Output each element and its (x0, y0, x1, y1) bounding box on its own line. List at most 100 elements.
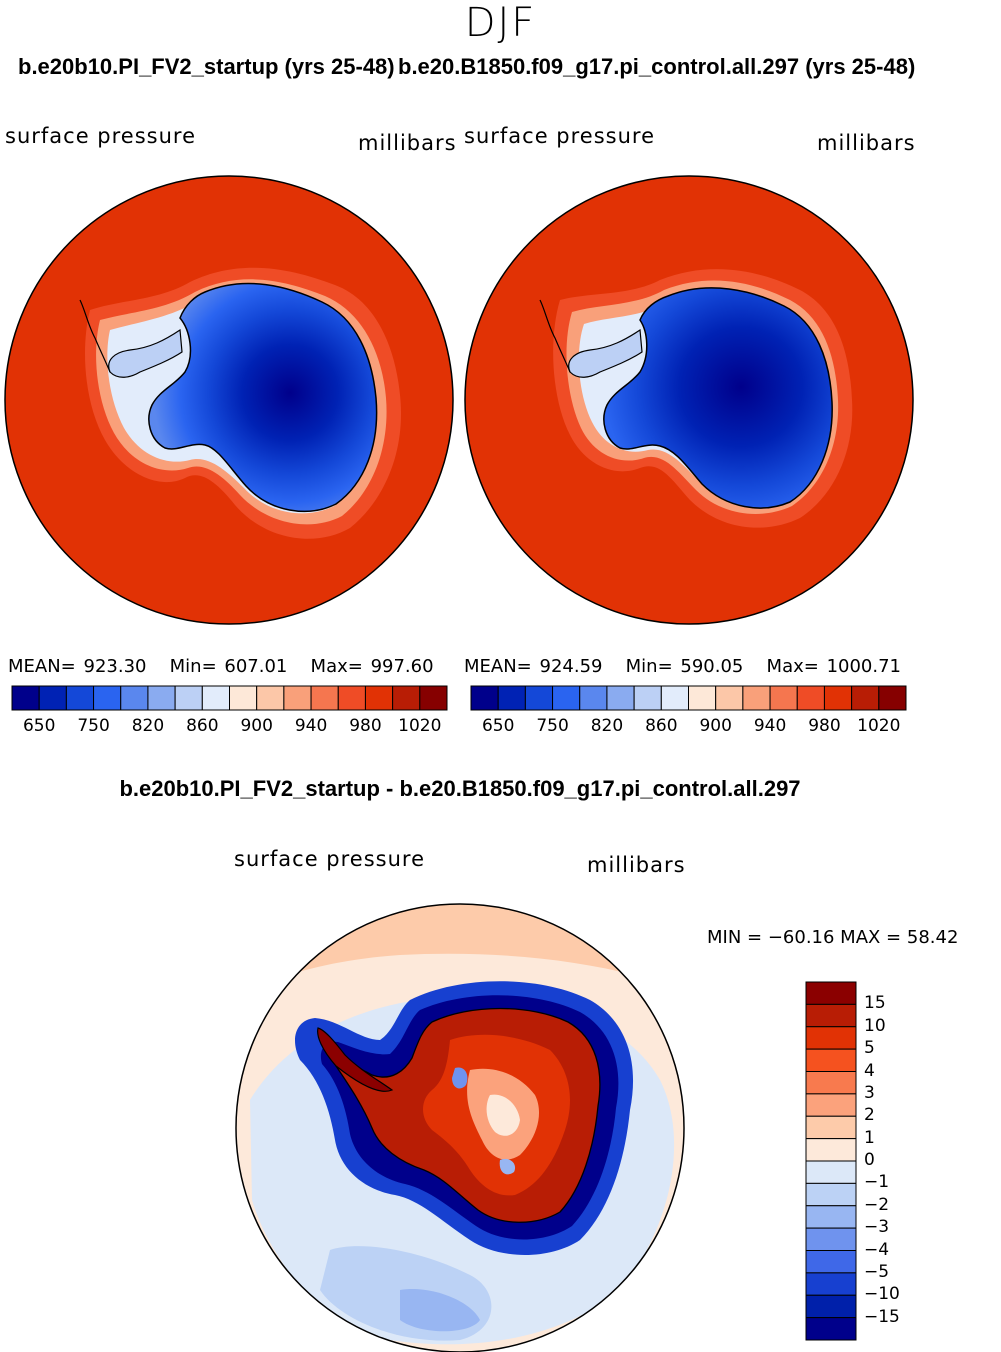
panel2-colorbar-tick-label: 860 (645, 716, 678, 736)
panel1-units-label: millibars (358, 131, 457, 155)
panel2-mean: MEAN= 924.59 (464, 656, 603, 677)
panel2-colorbar-tick-label: 820 (590, 716, 624, 736)
panel1-colorbar-swatch (174, 685, 203, 711)
panel1-antarctica (148, 282, 378, 513)
diff-colorbar-swatch (805, 1048, 857, 1072)
panel1-colorbar-tick-label: 820 (131, 716, 165, 736)
diff-colorbar-tick-label: −3 (864, 1217, 890, 1238)
diff-colorbar-tick-label: −4 (864, 1239, 890, 1260)
panel2-map (464, 175, 914, 625)
panel1-colorbar-swatch (256, 685, 285, 711)
panel1-colorbar-swatch (65, 685, 95, 711)
diff-peninsula-warm (317, 1027, 394, 1092)
panel1-colorbar (11, 685, 448, 711)
diff-colorbar-swatch (805, 1115, 857, 1140)
diff-colorbar-swatch (805, 1093, 857, 1117)
panel2-colorbar-swatch (688, 685, 717, 711)
panel2-colorbar-swatch (579, 685, 608, 711)
diff-colorbar-tick-label: 4 (864, 1060, 875, 1081)
difference-map (236, 904, 684, 1352)
panel2-colorbar (470, 685, 907, 711)
difference-title: b.e20b10.PI_FV2_startup - b.e20.B1850.f0… (119, 776, 801, 801)
panel2-min: Min= 590.05 (625, 656, 744, 677)
panel1-colorbar-swatch (11, 685, 40, 711)
difference-colorbar (805, 981, 857, 1341)
diff-cool-spot (400, 1289, 480, 1332)
panel2-colorbar-swatch (715, 685, 744, 711)
panel2-colorbar-swatch (878, 685, 907, 711)
panel1-mean: MEAN= 923.30 (8, 656, 147, 677)
panel1-max: Max= 997.60 (310, 656, 434, 677)
panel1-colorbar-tick-label: 650 (22, 716, 56, 736)
panel1-colorbar-swatch (93, 685, 122, 711)
diff-colorbar-swatch (805, 1003, 857, 1028)
diff-colorbar-tick-label: −5 (864, 1261, 890, 1282)
panel2-colorbar-tick-label: 650 (481, 716, 515, 736)
panel2-colorbar-tick-label: 980 (808, 716, 841, 736)
panel2-colorbar-tick-label: 750 (536, 716, 569, 736)
panel1-colorbar-tick-label: 940 (294, 716, 328, 736)
diff-colorbar-tick-label: 0 (864, 1150, 875, 1170)
diff-colorbar-tick-label: 3 (864, 1082, 875, 1103)
panel2-colorbar-tick-label: 940 (753, 716, 787, 736)
panel2-colorbar-tick-label: 900 (699, 716, 732, 736)
panel1-stats: MEAN= 923.30 Min= 607.01 Max= 997.60 (8, 656, 434, 677)
panel1-variable-label: surface pressure (5, 124, 196, 148)
diff-colorbar-swatch (805, 1227, 857, 1251)
panel1-peninsula (108, 328, 183, 378)
diff-colorbar-tick-label: 5 (864, 1038, 875, 1059)
diff-minmax: MIN = −60.16 MAX = 58.42 (707, 927, 959, 948)
diff-colorbar-swatch (805, 1182, 857, 1207)
panel1-colorbar-tick-label: 980 (349, 716, 382, 736)
diff-colorbar-swatch (805, 1026, 857, 1050)
panel2-antarctica (603, 287, 833, 509)
panel1-min: Min= 607.01 (169, 656, 288, 677)
diff-inner-pale (486, 1094, 520, 1136)
panel1-colorbar-swatch (38, 685, 67, 711)
panel2-colorbar-swatch (606, 685, 635, 711)
panel1-colorbar-tick-label: 860 (186, 716, 219, 736)
panel2-colorbar-swatch (660, 685, 689, 711)
panel1-boundary (4, 175, 454, 625)
panel2-boundary (464, 175, 914, 625)
panel1-colorbar-swatch (337, 685, 366, 711)
diff-interior-blue-2 (499, 1158, 516, 1175)
panel1-colorbar-swatch (283, 685, 312, 711)
panel1-colorbar-swatch (392, 685, 421, 711)
diff-colorbar-tick-label: −15 (864, 1306, 900, 1327)
panel2-colorbar-swatch (796, 685, 825, 711)
panel2-stats: MEAN= 924.59 Min= 590.05 Max= 1000.71 (464, 656, 901, 677)
diff-colorbar-swatch (805, 1138, 857, 1162)
diff-colorbar-tick-label: 10 (864, 1015, 886, 1036)
panel1-colorbar-swatch (419, 685, 448, 711)
panel2-colorbar-swatch (633, 685, 662, 711)
panel2-colorbar-swatch (742, 685, 771, 711)
diff-colorbar-swatch (805, 1272, 857, 1296)
diff-colorbar-tick-label: −2 (864, 1194, 890, 1215)
diff-interior-blue (452, 1067, 468, 1089)
panel1-colorbar-tick-label: 750 (77, 716, 110, 736)
panel1-colorbar-swatch (310, 685, 339, 711)
panel2-colorbar-swatch (851, 685, 880, 711)
panel2-colorbar-swatch (769, 685, 798, 711)
diff-colorbar-swatch (805, 981, 857, 1005)
diff-colorbar-swatch (805, 1250, 857, 1274)
diff-colorbar-swatch (805, 1071, 857, 1095)
diff-colorbar-tick-label: −1 (864, 1172, 890, 1193)
diff-colorbar-swatch (805, 1294, 857, 1319)
panel1-colorbar-swatch (120, 685, 149, 711)
diff-colorbar-tick-label: 15 (864, 993, 886, 1014)
panel2-max: Max= 1000.71 (766, 656, 901, 677)
panel1-case-title: b.e20b10.PI_FV2_startup (yrs 25-48) (18, 54, 395, 79)
panel1-colorbar-swatch (364, 685, 394, 711)
panel2-colorbar-tick-label: 1020 (857, 716, 901, 736)
panel1-colorbar-tick-label: 900 (240, 716, 273, 736)
panel1-colorbar-tick-label: 1020 (398, 716, 442, 736)
panel2-colorbar-swatch (524, 685, 554, 711)
panel2-colorbar-swatch (552, 685, 581, 711)
diff-colorbar-tick-label: 1 (864, 1127, 875, 1148)
diff-boundary (235, 903, 685, 1352)
panel1-colorbar-swatch (229, 685, 258, 711)
panel1-colorbar-swatch (147, 685, 176, 711)
